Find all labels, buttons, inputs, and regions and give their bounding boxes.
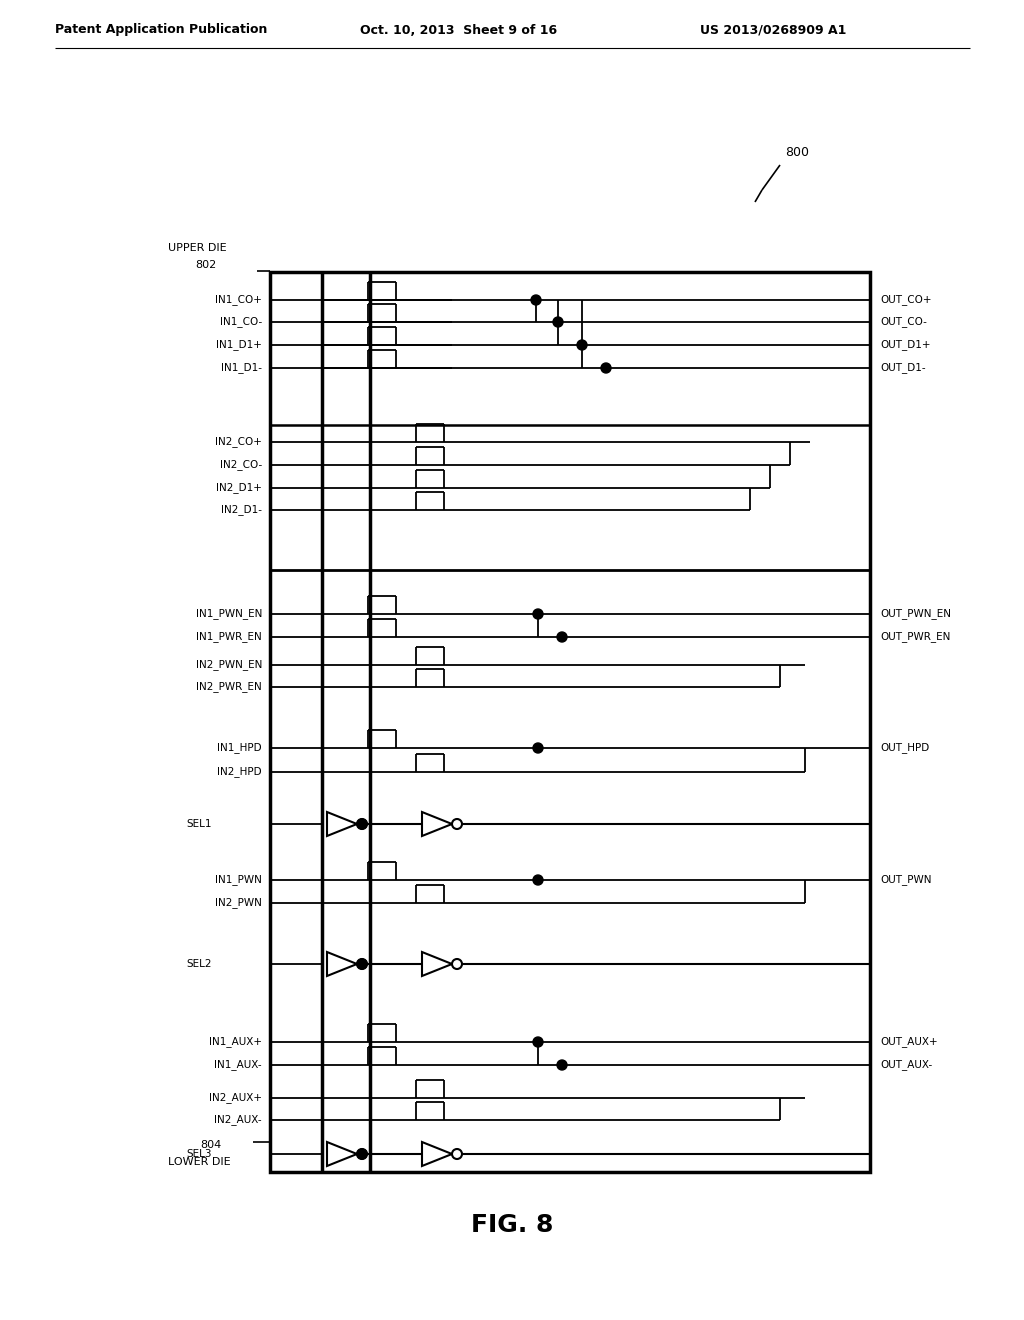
Polygon shape [327,812,357,836]
Text: OUT_AUX-: OUT_AUX- [880,1060,932,1071]
Text: OUT_AUX+: OUT_AUX+ [880,1036,938,1048]
Text: IN1_PWN: IN1_PWN [215,875,262,886]
Text: OUT_CO+: OUT_CO+ [880,294,932,305]
Text: OUT_CO-: OUT_CO- [880,317,927,327]
Text: IN2_HPD: IN2_HPD [217,767,262,777]
Text: OUT_D1+: OUT_D1+ [880,339,931,350]
Polygon shape [422,812,452,836]
Text: IN2_D1+: IN2_D1+ [216,483,262,494]
Circle shape [557,632,567,642]
Circle shape [357,818,367,829]
Circle shape [357,1148,367,1159]
Text: OUT_PWN: OUT_PWN [880,875,932,886]
Text: IN1_PWN_EN: IN1_PWN_EN [196,609,262,619]
Polygon shape [422,952,452,975]
Text: IN2_PWN: IN2_PWN [215,898,262,908]
Text: LOWER DIE: LOWER DIE [168,1158,230,1167]
Text: US 2013/0268909 A1: US 2013/0268909 A1 [700,24,847,37]
Text: OUT_PWN_EN: OUT_PWN_EN [880,609,951,619]
Text: FIG. 8: FIG. 8 [471,1213,553,1237]
Circle shape [531,294,541,305]
Text: Patent Application Publication: Patent Application Publication [55,24,267,37]
Bar [270,272,870,570]
Text: 800: 800 [785,145,809,158]
Polygon shape [327,1142,357,1166]
Text: IN1_HPD: IN1_HPD [217,743,262,754]
Polygon shape [422,1142,452,1166]
Text: SEL3: SEL3 [186,1148,212,1159]
Circle shape [534,743,543,752]
Circle shape [357,1148,367,1159]
Text: IN2_PWR_EN: IN2_PWR_EN [197,681,262,693]
Text: OUT_HPD: OUT_HPD [880,743,929,754]
Text: IN1_CO-: IN1_CO- [220,317,262,327]
Text: IN2_CO-: IN2_CO- [220,459,262,470]
Text: OUT_PWR_EN: OUT_PWR_EN [880,631,950,643]
Text: IN1_AUX-: IN1_AUX- [214,1060,262,1071]
Text: IN1_D1-: IN1_D1- [221,363,262,374]
Circle shape [534,875,543,884]
Text: 802: 802 [195,260,216,271]
Text: IN1_PWR_EN: IN1_PWR_EN [197,631,262,643]
Bar [270,272,870,1172]
Circle shape [534,609,543,619]
Circle shape [357,960,367,969]
Text: IN2_D1-: IN2_D1- [221,504,262,515]
Circle shape [357,818,367,829]
Circle shape [452,818,462,829]
Text: IN1_D1+: IN1_D1+ [216,339,262,350]
Text: IN2_CO+: IN2_CO+ [215,437,262,447]
Text: IN2_AUX+: IN2_AUX+ [209,1093,262,1104]
Circle shape [357,960,367,969]
Text: IN2_PWN_EN: IN2_PWN_EN [196,660,262,671]
Text: SEL1: SEL1 [186,818,212,829]
Polygon shape [327,952,357,975]
Text: IN2_AUX-: IN2_AUX- [214,1114,262,1126]
Text: IN1_AUX+: IN1_AUX+ [209,1036,262,1048]
Text: OUT_D1-: OUT_D1- [880,363,926,374]
Circle shape [452,960,462,969]
Text: 804: 804 [200,1140,221,1150]
Circle shape [601,363,611,374]
Circle shape [553,317,563,327]
Circle shape [534,1038,543,1047]
Text: UPPER DIE: UPPER DIE [168,243,226,253]
Circle shape [577,341,587,350]
Circle shape [452,1148,462,1159]
Circle shape [557,1060,567,1071]
Text: Oct. 10, 2013  Sheet 9 of 16: Oct. 10, 2013 Sheet 9 of 16 [360,24,557,37]
Text: IN1_CO+: IN1_CO+ [215,294,262,305]
Text: SEL2: SEL2 [186,960,212,969]
